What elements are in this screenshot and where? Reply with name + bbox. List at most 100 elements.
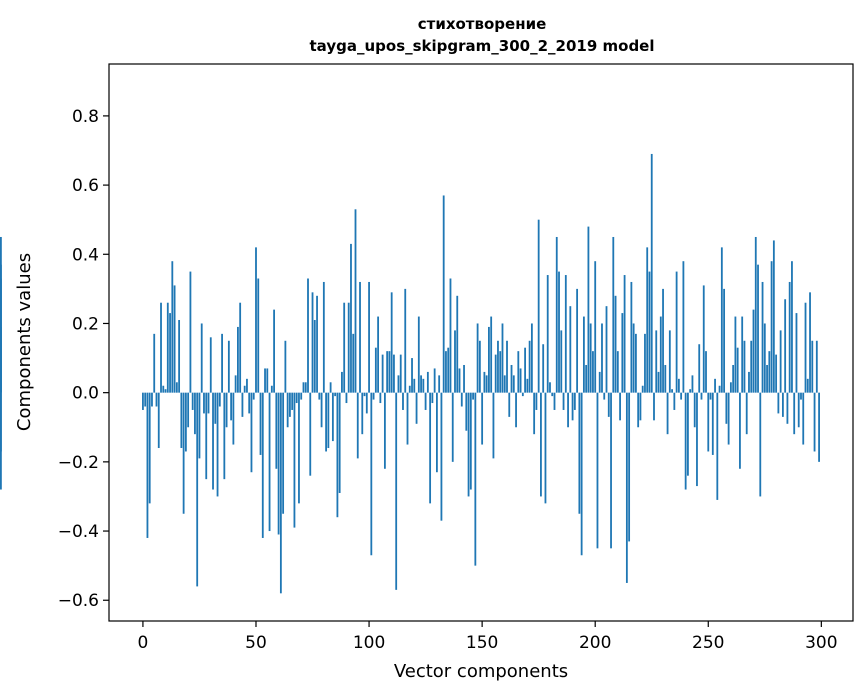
bar-119 bbox=[411, 358, 413, 393]
bar-101 bbox=[370, 392, 373, 556]
bar-244 bbox=[693, 392, 696, 428]
bar-129 bbox=[433, 368, 436, 393]
bar-274 bbox=[761, 281, 764, 393]
bar-55 bbox=[266, 368, 269, 393]
bar-71 bbox=[302, 382, 305, 393]
bar-292 bbox=[802, 392, 805, 445]
bar-132 bbox=[440, 392, 443, 521]
bar-91 bbox=[347, 302, 350, 393]
bar-66 bbox=[291, 392, 294, 410]
bar-121 bbox=[415, 392, 418, 424]
bar-215 bbox=[628, 392, 631, 542]
bar-262 bbox=[734, 316, 737, 393]
bar-68 bbox=[295, 392, 298, 404]
bar-90 bbox=[345, 392, 348, 404]
bar-59 bbox=[275, 392, 278, 469]
bar-296 bbox=[811, 340, 814, 393]
bar-undefined bbox=[0, 326, 2, 393]
bar-117 bbox=[406, 392, 409, 445]
bar-229 bbox=[659, 316, 662, 393]
bar-193 bbox=[578, 392, 581, 514]
bar-166 bbox=[517, 351, 520, 393]
bar-18 bbox=[182, 392, 185, 514]
bar-82 bbox=[327, 392, 330, 449]
bar-252 bbox=[711, 392, 714, 455]
bar-191 bbox=[573, 392, 576, 410]
bar-199 bbox=[592, 351, 594, 393]
bar-177 bbox=[542, 344, 545, 393]
bar-169 bbox=[524, 347, 526, 393]
bar-253 bbox=[714, 378, 716, 393]
bar-93 bbox=[352, 333, 355, 393]
bar-243 bbox=[691, 375, 694, 393]
bar-130 bbox=[436, 392, 438, 473]
bar-259 bbox=[727, 392, 730, 445]
bar-204 bbox=[603, 392, 606, 400]
bar-286 bbox=[788, 281, 791, 393]
bar-184 bbox=[558, 271, 560, 393]
bar-126 bbox=[426, 371, 429, 393]
bar-264 bbox=[739, 392, 741, 469]
bar-165 bbox=[515, 392, 517, 428]
bar-265 bbox=[741, 316, 744, 393]
bar-37 bbox=[225, 392, 228, 428]
bar-176 bbox=[540, 392, 542, 497]
bar-11 bbox=[166, 302, 169, 393]
bar-219 bbox=[637, 392, 640, 428]
bar-222 bbox=[644, 333, 646, 393]
bar-21 bbox=[189, 271, 192, 393]
bar-231 bbox=[664, 364, 667, 393]
bar-79 bbox=[320, 392, 323, 428]
bar-214 bbox=[625, 392, 628, 583]
bar-280 bbox=[775, 354, 778, 393]
y-tick-label: 0.0 bbox=[72, 384, 99, 404]
bar-36 bbox=[223, 392, 226, 480]
bar-258 bbox=[725, 392, 728, 424]
bar-256 bbox=[720, 247, 723, 393]
bar-162 bbox=[508, 392, 511, 417]
bar-6 bbox=[155, 392, 158, 407]
bar-238 bbox=[680, 392, 683, 400]
bar-67 bbox=[293, 392, 296, 528]
bar-111 bbox=[393, 354, 395, 393]
bar-209 bbox=[614, 295, 617, 393]
bar-76 bbox=[313, 320, 316, 393]
bar-157 bbox=[497, 340, 499, 393]
bar-65 bbox=[289, 392, 291, 417]
bar-50 bbox=[255, 247, 257, 393]
y-tick-label: 0.2 bbox=[72, 314, 99, 334]
bar-205 bbox=[605, 306, 608, 393]
bar-255 bbox=[718, 385, 721, 393]
bar-268 bbox=[748, 371, 750, 393]
bar-0 bbox=[142, 392, 144, 410]
bar-2 bbox=[146, 392, 149, 538]
bar-124 bbox=[422, 378, 425, 393]
bar-74 bbox=[309, 392, 312, 476]
bar-211 bbox=[619, 392, 621, 421]
y-axis-ticks: 0.8 0.6 0.4 0.2 0.0 −0.2 −0.4 −0.6 bbox=[58, 107, 109, 611]
bar-137 bbox=[451, 392, 454, 462]
bar-297 bbox=[813, 392, 816, 452]
bar-109 bbox=[388, 351, 391, 393]
bar-84 bbox=[331, 392, 334, 442]
bar-97 bbox=[361, 392, 364, 435]
bar-53 bbox=[261, 392, 264, 538]
bar-28 bbox=[205, 392, 208, 480]
bar-179 bbox=[546, 275, 549, 393]
bar-293 bbox=[804, 302, 807, 393]
bar-108 bbox=[386, 351, 389, 393]
bar-94 bbox=[354, 209, 357, 393]
bar-143 bbox=[465, 392, 468, 431]
bar-80 bbox=[322, 281, 325, 393]
bar-107 bbox=[383, 392, 386, 469]
bar-20 bbox=[187, 392, 190, 428]
bar-223 bbox=[646, 247, 649, 393]
x-axis-label: Vector components bbox=[394, 661, 568, 682]
bar-154 bbox=[490, 316, 493, 393]
bar-40 bbox=[232, 392, 235, 445]
bar-289 bbox=[795, 313, 798, 393]
bar-188 bbox=[567, 392, 569, 428]
bar-44 bbox=[241, 392, 244, 417]
x-tick-label: 200 bbox=[579, 633, 611, 653]
bar-131 bbox=[438, 375, 441, 393]
